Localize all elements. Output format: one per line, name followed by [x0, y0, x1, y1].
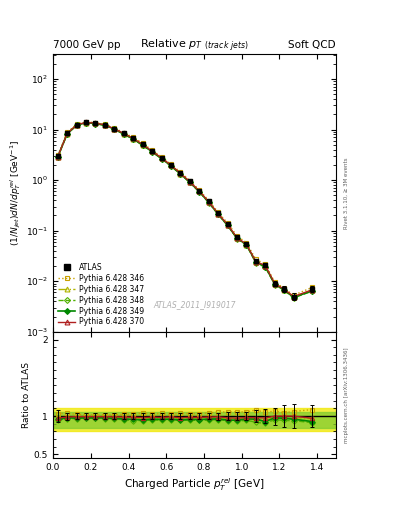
Y-axis label: $(1/N_{jet})dN/dp_T^{rel}$ [GeV$^{-1}$]: $(1/N_{jet})dN/dp_T^{rel}$ [GeV$^{-1}$] [9, 140, 23, 246]
Text: mcplots.cern.ch [arXiv:1306.3436]: mcplots.cern.ch [arXiv:1306.3436] [344, 347, 349, 443]
Title: Relative $p_{T}$ $_{(track\ jets)}$: Relative $p_{T}$ $_{(track\ jets)}$ [140, 37, 249, 54]
X-axis label: Charged Particle $p_T^{rel}$ [GeV]: Charged Particle $p_T^{rel}$ [GeV] [124, 476, 265, 493]
Text: ATLAS_2011_I919017: ATLAS_2011_I919017 [153, 301, 236, 310]
Text: Soft QCD: Soft QCD [288, 40, 336, 50]
Text: 7000 GeV pp: 7000 GeV pp [53, 40, 121, 50]
Legend: ATLAS, Pythia 6.428 346, Pythia 6.428 347, Pythia 6.428 348, Pythia 6.428 349, P: ATLAS, Pythia 6.428 346, Pythia 6.428 34… [57, 262, 146, 328]
Y-axis label: Ratio to ATLAS: Ratio to ATLAS [22, 362, 31, 428]
Text: Rivet 3.1.10, ≥ 3M events: Rivet 3.1.10, ≥ 3M events [344, 157, 349, 228]
